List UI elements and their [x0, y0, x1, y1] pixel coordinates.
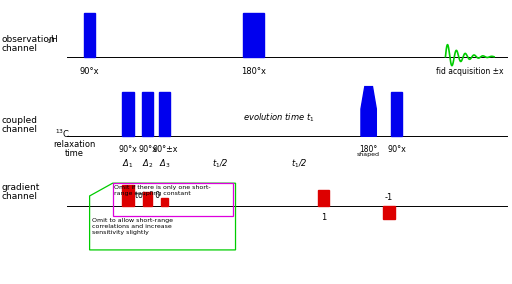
Bar	[318, 190, 329, 206]
Bar	[122, 92, 134, 136]
Bar	[243, 13, 264, 57]
Text: 90°±x: 90°±x	[152, 145, 178, 154]
Text: Omit if there is only one short-
range coupling constant: Omit if there is only one short- range c…	[114, 185, 211, 196]
Text: channel: channel	[1, 44, 37, 53]
Text: 90°x: 90°x	[388, 145, 406, 154]
Text: -1: -1	[385, 193, 393, 202]
Text: 1: 1	[321, 213, 326, 222]
Bar	[84, 13, 95, 57]
Bar	[143, 192, 152, 206]
Text: fid acquisition ±x: fid acquisition ±x	[436, 67, 503, 76]
Text: 90°x: 90°x	[80, 67, 99, 76]
Text: 180°x: 180°x	[241, 67, 266, 76]
Text: time: time	[65, 149, 84, 158]
Text: Δ$_2$: Δ$_2$	[142, 158, 153, 170]
Text: $_1$H: $_1$H	[46, 34, 58, 46]
Text: total 0: total 0	[135, 191, 160, 200]
Bar	[122, 185, 134, 206]
Text: 90°x: 90°x	[119, 145, 137, 154]
Text: $^{13}$C: $^{13}$C	[55, 127, 71, 140]
Text: channel: channel	[1, 125, 37, 134]
Polygon shape	[361, 87, 376, 136]
Bar	[161, 198, 168, 206]
Text: shaped: shaped	[357, 152, 380, 157]
Text: channel: channel	[1, 192, 37, 201]
Text: t$_1$/2: t$_1$/2	[291, 158, 308, 170]
Text: Δ$_1$: Δ$_1$	[122, 158, 134, 170]
Text: 180°: 180°	[359, 145, 378, 154]
Bar	[383, 206, 395, 219]
Text: observation: observation	[1, 35, 55, 44]
Text: Δ$_3$: Δ$_3$	[159, 158, 170, 170]
Text: relaxation: relaxation	[53, 140, 95, 149]
Text: Omit to allow short-range
correlations and increase
sensitivity slightly: Omit to allow short-range correlations a…	[92, 218, 173, 235]
Bar	[142, 92, 153, 136]
Bar	[391, 92, 402, 136]
Text: coupled: coupled	[1, 116, 37, 125]
Bar	[159, 92, 170, 136]
Text: evolution time t$_1$: evolution time t$_1$	[243, 112, 315, 124]
Text: 90°x: 90°x	[138, 145, 157, 154]
Text: gradient: gradient	[1, 183, 39, 192]
Text: t$_1$/2: t$_1$/2	[212, 158, 228, 170]
